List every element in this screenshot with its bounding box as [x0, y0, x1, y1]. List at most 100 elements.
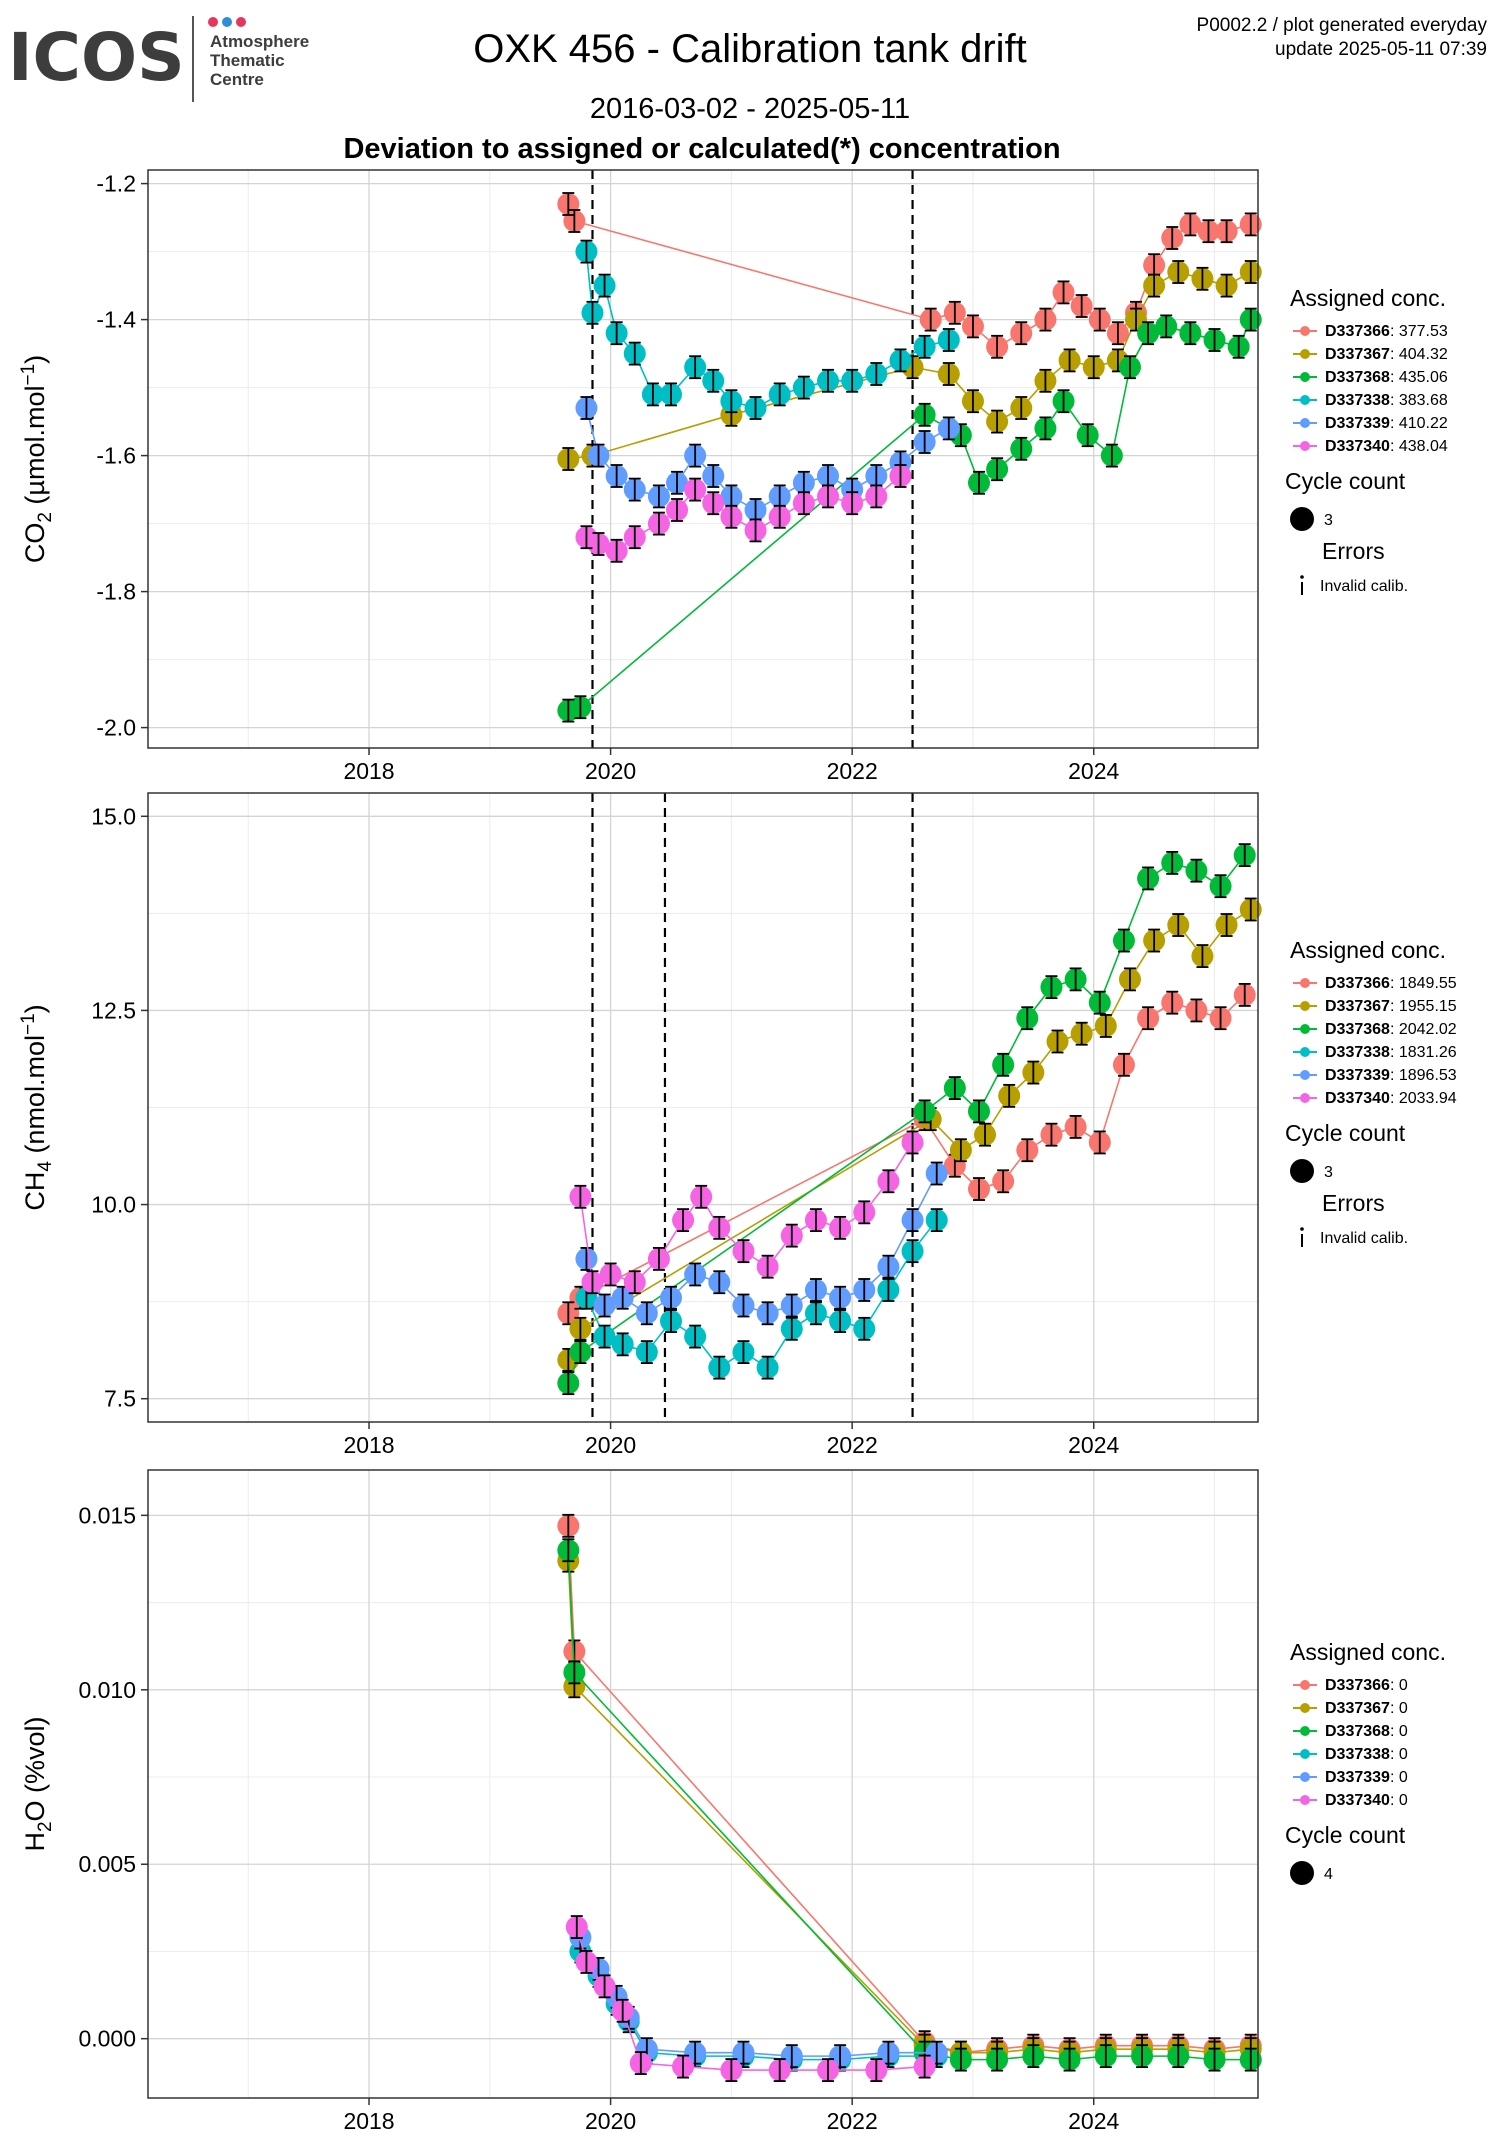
legend-label: D337340: 438.04	[1325, 438, 1448, 455]
legend-tank-value: : 0	[1390, 1700, 1408, 1717]
y-axis-label-part: O (%vol)	[20, 1716, 50, 1821]
legend-tank-name: D337340	[1325, 438, 1390, 455]
x-tick-label: 2018	[343, 1432, 394, 1458]
y-tick-label: 0.005	[78, 1851, 136, 1877]
y-axis-label-part: CH	[20, 1172, 50, 1211]
update-timestamp: update 2025-05-11 07:39	[1275, 39, 1487, 60]
plot-border	[147, 792, 1259, 1423]
legend-cycle-title: Cycle count	[1285, 1120, 1406, 1146]
legend-cycle-value: 4	[1324, 1866, 1333, 1883]
legend-title: Assigned conc.	[1290, 1639, 1446, 1665]
legend-tank-name: D337338	[1325, 1746, 1390, 1763]
legend-label: D337368: 0	[1325, 1723, 1408, 1740]
legend-cycle-key	[1290, 507, 1314, 531]
plot-id: P0002.2 / plot generated everyday	[1197, 15, 1488, 36]
legend-tank-name: D337339	[1325, 1067, 1390, 1084]
x-tick-label: 2018	[343, 758, 394, 784]
legend-key-point	[1300, 372, 1310, 382]
legend-label: D337338: 1831.26	[1325, 1044, 1457, 1061]
legend-tank-name: D337366	[1325, 1677, 1390, 1694]
legend-label: D337368: 435.06	[1325, 369, 1448, 386]
x-tick-label: 2024	[1068, 2108, 1119, 2134]
legend-label: D337366: 1849.55	[1325, 975, 1457, 992]
legend-key-point	[1300, 1070, 1310, 1080]
ch4-panel: 7.5 10.0 12.5 15.0 2018 2020 2022 2024 CH4 (nmol…	[18, 792, 1457, 1458]
y-axis-label: CH4 (nmol.mol−1)	[18, 1004, 56, 1210]
legend-item-D337338: D337338: 0	[1293, 1746, 1408, 1763]
legend-item-D337339: D337339: 0	[1293, 1769, 1408, 1786]
legend-label: D337368: 2042.02	[1325, 1021, 1457, 1038]
legend-item-D337368: D337368: 0	[1293, 1723, 1408, 1740]
x-tick-label: 2024	[1068, 1432, 1119, 1458]
legend-key-point	[1300, 1772, 1310, 1782]
logo-dot	[222, 17, 232, 27]
logo-dot	[236, 17, 246, 27]
legend-errors-label: Invalid calib.	[1320, 578, 1408, 595]
legend-tank-name: D337340	[1325, 1090, 1390, 1107]
series-line-D337338	[585, 1219, 938, 1369]
legend-label: D337338: 0	[1325, 1746, 1408, 1763]
legend-tank-name: D337340	[1325, 1792, 1390, 1809]
legend-key-point	[1300, 326, 1310, 336]
y-tick-label: 12.5	[91, 997, 136, 1023]
legend-key-point	[1300, 1703, 1310, 1713]
legend-tank-value: : 377.53	[1390, 323, 1448, 340]
legend-key-point	[1300, 395, 1310, 405]
logo-dot	[208, 17, 218, 27]
y-tick-label: -1.2	[96, 171, 136, 197]
legend-tank-value: : 0	[1390, 1677, 1408, 1694]
legend-tank-name: D337367	[1325, 998, 1390, 1015]
logo-sub-line-1: Atmosphere	[210, 32, 309, 51]
legend: Assigned conc. D337366: 377.53 D337367: 40…	[1285, 285, 1448, 595]
series-line-D337368	[567, 854, 1246, 1384]
legend-cycle-key	[1290, 1861, 1314, 1885]
legend-tank-value: : 0	[1390, 1723, 1408, 1740]
legend-item-D337366: D337366: 377.53	[1293, 323, 1448, 340]
y-axis-label-part: 2	[35, 512, 56, 523]
co2-panel: -2.0 -1.8 -1.6 -1.4 -1.2 2018 2020 2022 2024 CO2 …	[18, 169, 1448, 784]
legend-item-D337339: D337339: 1896.53	[1293, 1067, 1457, 1084]
h2o-panel: 0.000 0.005 0.010 0.015 2018 2020 2022 2024 H2O …	[20, 1469, 1446, 2134]
logo-wordmark: ICOS	[8, 19, 185, 96]
legend-tank-value: : 410.22	[1390, 415, 1448, 432]
legend-label: D337367: 404.32	[1325, 346, 1448, 363]
plot-border	[147, 1469, 1259, 2099]
plot-border	[147, 169, 1259, 749]
legend-tank-name: D337339	[1325, 1769, 1390, 1786]
y-tick-label: -1.4	[96, 307, 136, 333]
legend-tank-name: D337368	[1325, 1723, 1390, 1740]
y-tick-label: -1.8	[96, 579, 136, 605]
y-tick-label: -1.6	[96, 443, 136, 469]
legend-tank-name: D337367	[1325, 1700, 1390, 1717]
legend-tank-name: D337338	[1325, 1044, 1390, 1061]
date-range: 2016-03-02 - 2025-05-11	[590, 93, 910, 125]
legend-item-D337367: D337367: 404.32	[1293, 346, 1448, 363]
legend-key-point	[1300, 1093, 1310, 1103]
legend-title: Assigned conc.	[1290, 937, 1446, 963]
x-tick-label: 2020	[585, 2108, 636, 2134]
y-tick-label: 15.0	[91, 803, 136, 829]
legend-label: D337339: 1896.53	[1325, 1067, 1457, 1084]
y-axis-label-part: (nmol.mol	[20, 1035, 50, 1161]
y-tick-label: 10.0	[91, 1192, 136, 1218]
legend-tank-name: D337368	[1325, 1021, 1390, 1038]
legend-item-D337366: D337366: 0	[1293, 1677, 1408, 1694]
plot-area	[148, 1470, 1258, 2098]
legend-key-point	[1300, 418, 1310, 428]
legend-tank-value: : 2042.02	[1390, 1021, 1457, 1038]
legend-cycle-value: 3	[1324, 512, 1333, 529]
x-tick-label: 2020	[585, 1432, 636, 1458]
legend-label: D337340: 0	[1325, 1792, 1408, 1809]
legend-title: Assigned conc.	[1290, 285, 1446, 311]
y-axis-label: CO2 (µmol.mol−1)	[18, 355, 56, 563]
legend-tank-value: : 404.32	[1390, 346, 1448, 363]
y-axis-label-part: 2	[35, 1821, 56, 1832]
series-line-D337367	[567, 908, 1252, 1361]
legend-tank-value: : 0	[1390, 1769, 1408, 1786]
x-tick-label: 2020	[585, 758, 636, 784]
legend-tank-name: D337366	[1325, 323, 1390, 340]
y-axis-label-part: −1	[18, 1013, 39, 1035]
y-tick-label: -2.0	[96, 715, 136, 741]
